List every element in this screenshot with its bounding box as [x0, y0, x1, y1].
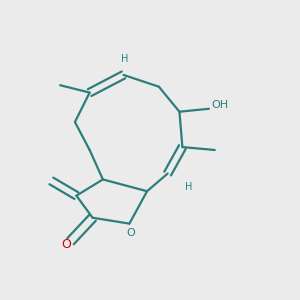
Text: H: H — [121, 54, 129, 64]
Text: O: O — [127, 228, 135, 238]
Text: H: H — [185, 182, 193, 192]
Text: OH: OH — [212, 100, 229, 110]
Text: O: O — [61, 238, 71, 251]
